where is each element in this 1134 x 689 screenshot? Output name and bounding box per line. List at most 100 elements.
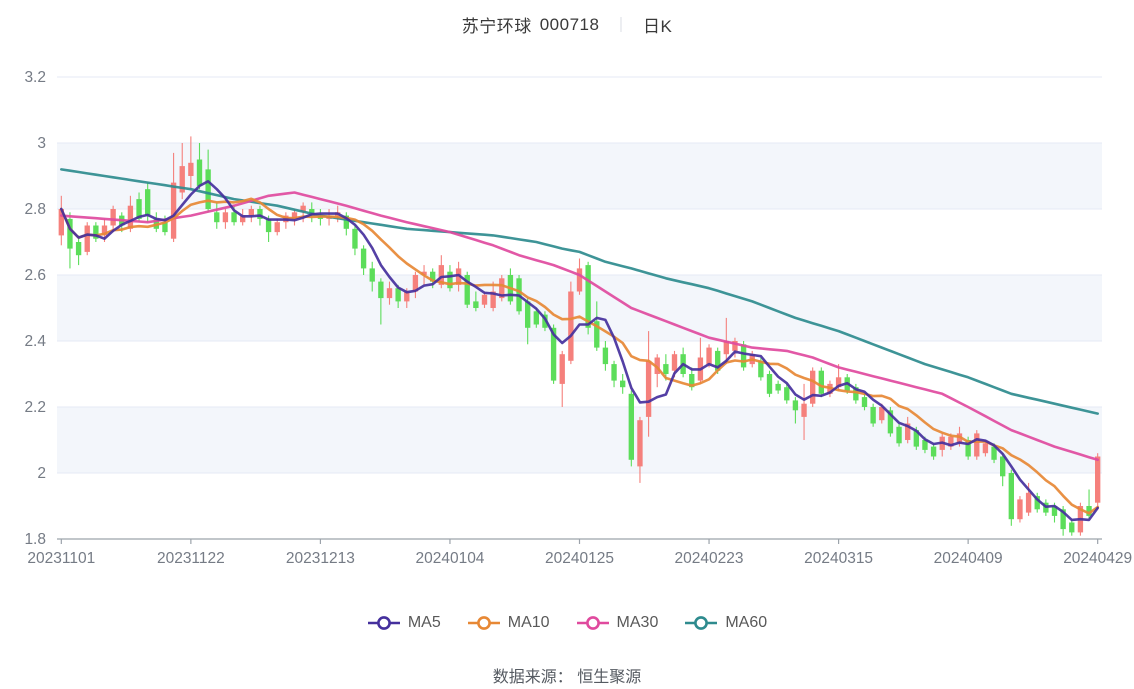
candle-body[interactable] [594,321,600,348]
candle-body[interactable] [982,443,989,454]
candle-body[interactable] [490,291,496,309]
candle-body[interactable] [240,215,246,223]
ma-line-ma10[interactable] [59,197,1099,515]
candle-body[interactable] [274,222,280,233]
candle-body[interactable] [758,360,764,378]
candle-body[interactable] [602,347,609,365]
candle-body[interactable] [1069,522,1075,533]
ma-line-ma60[interactable] [59,168,1099,415]
candle-body[interactable] [1025,492,1032,513]
candle-body[interactable] [352,228,358,249]
candle-body[interactable] [481,294,488,305]
candle-body[interactable] [84,225,90,252]
ma-line-ma30[interactable] [59,191,1099,462]
candle-body[interactable] [740,344,747,368]
candle-body[interactable] [818,370,824,394]
candle-body[interactable] [930,446,937,457]
candle-body[interactable] [1034,496,1040,510]
candle-body[interactable] [637,420,643,467]
candle-body[interactable] [835,377,842,388]
candle-body[interactable] [1086,506,1092,516]
candle-body[interactable] [447,271,453,289]
candle-body[interactable] [922,440,928,450]
candle-body[interactable] [404,291,410,302]
candle-body[interactable] [991,446,997,460]
candle-body[interactable] [412,275,419,292]
candle-body[interactable] [1017,499,1023,520]
candle-body[interactable] [956,433,963,444]
candle-body[interactable] [775,383,781,391]
candle-body[interactable] [188,162,194,176]
candle-body[interactable] [1060,509,1066,530]
candle-body[interactable] [550,327,557,381]
candle-body[interactable] [784,387,790,401]
candle-body[interactable] [438,265,444,285]
candle-body[interactable] [127,205,134,229]
candle-body[interactable] [965,440,971,457]
candle-body[interactable] [913,430,919,447]
candle-body[interactable] [179,166,185,193]
candle-body[interactable] [645,360,652,417]
candle-body[interactable] [671,354,678,371]
candle-body[interactable] [706,347,712,365]
candle-body[interactable] [810,370,816,404]
candle-body[interactable] [689,374,695,388]
candle-body[interactable] [214,212,220,223]
candle-body[interactable] [136,199,142,219]
candle-body[interactable] [67,218,73,249]
candle-body[interactable] [732,341,738,351]
candle-body[interactable] [620,380,626,388]
candle-body[interactable] [75,242,82,256]
candle-body[interactable] [715,350,721,371]
candle-body[interactable] [205,169,211,209]
candle-body[interactable] [464,275,470,305]
candle-body[interactable] [1051,506,1058,516]
candle-body[interactable] [974,433,980,457]
candle-body[interactable] [870,407,876,424]
candle-body[interactable] [395,288,401,302]
legend-item-ma60[interactable]: MA60 [684,614,767,632]
candle-body[interactable] [58,209,64,236]
candle-body[interactable] [248,209,254,216]
candle-body[interactable] [222,212,229,223]
candle-body[interactable] [291,212,298,219]
candle-body[interactable] [93,225,99,239]
candle-body[interactable] [473,301,479,308]
candle-body[interactable] [386,288,393,299]
legend-item-ma30[interactable]: MA30 [576,614,658,632]
candle-body[interactable] [611,364,617,381]
candle-body[interactable] [162,222,168,233]
candle-body[interactable] [801,403,807,417]
candle-body[interactable] [360,248,367,269]
legend-item-ma5[interactable]: MA5 [367,614,441,632]
candle-body[interactable] [861,397,868,407]
candle-body[interactable] [948,436,954,447]
ma-line-ma5[interactable] [59,180,1099,522]
candle-body[interactable] [525,301,531,328]
candle-body[interactable] [663,364,669,374]
candle-body[interactable] [879,407,885,421]
candle-body[interactable] [654,357,660,375]
legend-item-ma10[interactable]: MA10 [467,614,550,632]
candle-body[interactable] [300,205,306,213]
candle-body[interactable] [585,265,591,328]
kline-chart[interactable]: 20231101 20231122 20231213 20240104 20240125… [0,0,1134,600]
candle-body[interactable] [257,209,263,219]
candle-body[interactable] [905,423,911,441]
candle-body[interactable] [421,271,427,275]
candle-body[interactable] [196,159,203,186]
candle-body[interactable] [896,426,902,444]
candle-body[interactable] [1000,456,1006,477]
candle-body[interactable] [499,278,505,299]
candle-body[interactable] [533,311,539,325]
candle-body[interactable] [766,374,773,394]
candle-body[interactable] [378,281,384,299]
candle-body[interactable] [369,268,375,282]
candle-body[interactable] [1008,473,1014,520]
candle-body[interactable] [101,225,108,236]
candle-body[interactable] [145,189,151,216]
candle-body[interactable] [343,215,349,229]
candle-body[interactable] [576,268,583,292]
candle-body[interactable] [430,271,436,282]
candle-body[interactable] [265,218,272,233]
